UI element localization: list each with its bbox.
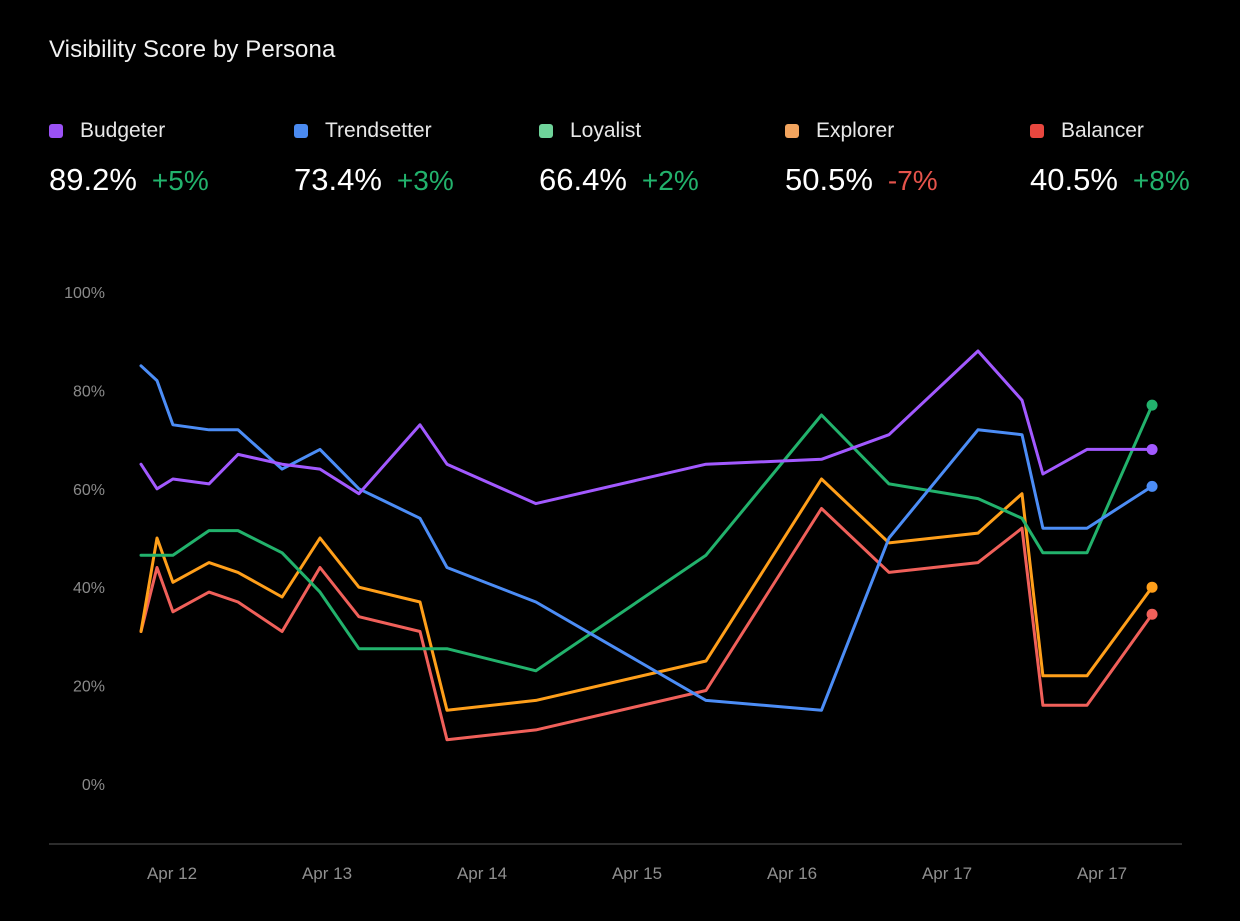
series-end-point[interactable] (1146, 443, 1158, 455)
series-line[interactable] (139, 403, 1154, 673)
y-tick-label: 40% (73, 580, 105, 597)
series-layer (139, 349, 1158, 742)
legend-value: 73.4% (294, 162, 382, 197)
x-tick-label: Apr 13 (302, 864, 352, 883)
y-tick-label: 0% (82, 777, 105, 794)
y-tick-label: 60% (73, 482, 105, 499)
series-line[interactable] (139, 364, 1154, 712)
legend-delta: +5% (151, 165, 209, 196)
series-end-point[interactable] (1146, 399, 1158, 411)
x-tick-label: Apr 16 (767, 864, 817, 883)
legend-delta: -7% (887, 165, 938, 196)
x-tick-label: Apr 14 (457, 864, 507, 883)
legend-item-loyalist[interactable]: Loyalist 66.4% +2% (539, 116, 699, 198)
series-trendsetter[interactable] (139, 364, 1158, 712)
legend-swatch-icon (785, 124, 799, 138)
legend-value: 66.4% (539, 162, 627, 197)
y-tick-label: 80% (73, 383, 105, 400)
y-tick-label: 20% (73, 679, 105, 696)
y-tick-label: 100% (64, 285, 105, 302)
legend-swatch-icon (49, 124, 63, 138)
x-tick-label: Apr 12 (147, 864, 197, 883)
series-loyalist[interactable] (139, 399, 1158, 673)
series-end-point[interactable] (1146, 608, 1158, 620)
series-end-point[interactable] (1146, 480, 1158, 492)
legend-item-explorer[interactable]: Explorer 50.5% -7% (785, 116, 938, 198)
chart-title: Visibility Score by Persona (49, 36, 336, 63)
legend-swatch-icon (539, 124, 553, 138)
series-line[interactable] (139, 477, 1154, 712)
x-axis: Apr 12 Apr 13 Apr 14 Apr 15 Apr 16 Apr 17 Apr … (147, 864, 1127, 883)
legend-value: 89.2% (49, 162, 137, 197)
legend-name: Balancer (1061, 119, 1144, 142)
legend-swatch-icon (1030, 124, 1044, 138)
series-balancer[interactable] (139, 507, 1158, 742)
legend-value: 40.5% (1030, 162, 1118, 197)
x-tick-label: Apr 17 (922, 864, 972, 883)
legend-value: 50.5% (785, 162, 873, 197)
legend-swatch-icon (294, 124, 308, 138)
legend-delta: +2% (641, 165, 699, 196)
series-end-point[interactable] (1146, 581, 1158, 593)
legend: Budgeter 89.2% +5% Trendsetter 73.4% +3%… (49, 116, 1240, 206)
legend-delta: +8% (1132, 165, 1190, 196)
legend-item-balancer[interactable]: Balancer 40.5% +8% (1030, 116, 1190, 198)
x-tick-label: Apr 17 (1077, 864, 1127, 883)
legend-name: Explorer (816, 119, 895, 142)
series-budgeter[interactable] (139, 349, 1158, 506)
legend-name: Budgeter (80, 119, 166, 142)
y-axis: 0% 20% 40% 60% 80% 100% (64, 285, 105, 794)
legend-item-budgeter[interactable]: Budgeter 89.2% +5% (49, 116, 209, 198)
series-line[interactable] (139, 507, 1154, 742)
legend-item-trendsetter[interactable]: Trendsetter 73.4% +3% (294, 116, 454, 198)
x-tick-label: Apr 15 (612, 864, 662, 883)
series-line[interactable] (139, 349, 1154, 506)
legend-name: Trendsetter (325, 119, 432, 142)
series-explorer[interactable] (139, 477, 1158, 712)
legend-name: Loyalist (570, 119, 642, 142)
legend-delta: +3% (396, 165, 454, 196)
